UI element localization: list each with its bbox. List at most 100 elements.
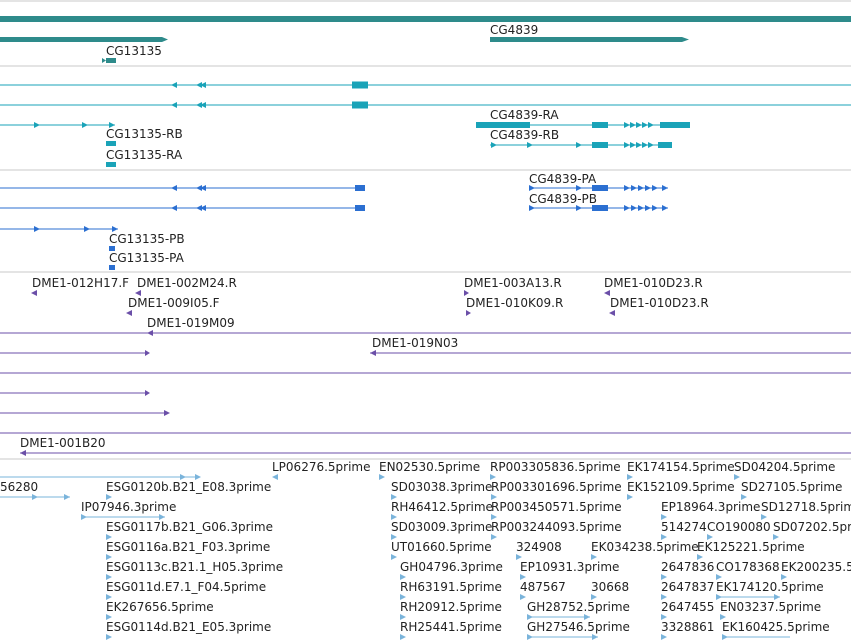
est-label[interactable]: RP003301696.5prime bbox=[491, 480, 622, 494]
exon-block[interactable] bbox=[352, 81, 368, 89]
est-label[interactable]: GH28752.5prime bbox=[527, 600, 630, 614]
exon-arrow-icon bbox=[112, 226, 118, 232]
est-label[interactable]: EK174120.5prime bbox=[716, 580, 824, 594]
est-label[interactable]: ESG011d.E7.1_F04.5prime bbox=[106, 580, 266, 594]
est-label[interactable]: GH27546.5prime bbox=[527, 620, 630, 634]
exon-block[interactable] bbox=[109, 246, 115, 251]
est-label[interactable]: GH04796.3prime bbox=[400, 560, 503, 574]
est-label[interactable]: RH46412.5prime bbox=[391, 500, 493, 514]
clone-label[interactable]: DME1-010D23.R bbox=[604, 276, 703, 290]
est-label[interactable]: ESG0117b.B21_G06.3prime bbox=[106, 520, 273, 534]
est-label[interactable]: EK200235.5prime bbox=[781, 560, 851, 574]
est-label[interactable]: SD07202.5prime bbox=[773, 520, 851, 534]
gene-cg13135-exon[interactable] bbox=[106, 58, 116, 63]
transcript-label[interactable]: CG13135-PB bbox=[109, 232, 185, 246]
est-label[interactable]: EN02530.5prime bbox=[379, 460, 480, 474]
est-label[interactable]: EK152109.5prime bbox=[627, 480, 735, 494]
est-label[interactable]: EK125221.5prime bbox=[697, 540, 805, 554]
exon-arrow-icon bbox=[624, 142, 630, 148]
exon-block[interactable] bbox=[592, 122, 608, 128]
gene-label[interactable]: CG4839 bbox=[490, 23, 538, 37]
est-label[interactable]: SD03009.3prime bbox=[391, 520, 492, 534]
est-label[interactable]: 56280 bbox=[0, 480, 38, 494]
exon-arrow-icon bbox=[631, 205, 637, 211]
transcript-label[interactable]: CG4839-PB bbox=[529, 192, 597, 206]
est-label[interactable]: ESG0114d.B21_E05.3prime bbox=[106, 620, 271, 634]
est-label[interactable]: UT01660.5prime bbox=[391, 540, 492, 554]
exon-block[interactable] bbox=[352, 101, 368, 109]
est-arrow-icon bbox=[106, 534, 112, 540]
est-label[interactable]: EK267656.5prime bbox=[106, 600, 214, 614]
est-label[interactable]: CO178368 bbox=[716, 560, 780, 574]
est-label[interactable]: 30668 bbox=[591, 580, 629, 594]
exon-block[interactable] bbox=[355, 205, 365, 211]
est-label[interactable]: 3328861 bbox=[661, 620, 714, 634]
gene-span-bar[interactable] bbox=[0, 16, 851, 22]
clone-end-icon bbox=[609, 310, 615, 316]
est-label[interactable]: 514274 bbox=[661, 520, 707, 534]
exon-block[interactable] bbox=[592, 185, 608, 191]
clone-label[interactable]: DME1-002M24.R bbox=[137, 276, 237, 290]
est-label[interactable]: SD27105.5prime bbox=[741, 480, 842, 494]
exon-block[interactable] bbox=[106, 141, 116, 146]
exon-block[interactable] bbox=[476, 122, 530, 128]
est-label[interactable]: RP003244093.5prime bbox=[491, 520, 622, 534]
est-label[interactable]: 2647455 bbox=[661, 600, 714, 614]
est-label[interactable]: 324908 bbox=[516, 540, 562, 554]
est-label[interactable]: 2647837 bbox=[661, 580, 714, 594]
exon-block[interactable] bbox=[592, 142, 608, 148]
exon-block[interactable] bbox=[658, 142, 672, 148]
exon-block[interactable] bbox=[592, 205, 608, 211]
est-label[interactable]: RP003450571.5prime bbox=[491, 500, 622, 514]
est-label[interactable]: EK160425.5prime bbox=[722, 620, 830, 634]
est-label[interactable]: EK174154.5prime bbox=[627, 460, 735, 474]
transcript-label[interactable]: CG4839-RB bbox=[490, 128, 559, 142]
clone-label[interactable]: DME1-003A13.R bbox=[464, 276, 562, 290]
exon-block[interactable] bbox=[109, 265, 115, 270]
gene-label[interactable]: CG13135 bbox=[106, 44, 162, 58]
clone-label[interactable]: DME1-010D23.R bbox=[610, 296, 709, 310]
est-label[interactable]: ESG0120b.B21_E08.3prime bbox=[106, 480, 271, 494]
est-label[interactable]: RH20912.5prime bbox=[400, 600, 502, 614]
est-arrow-icon bbox=[491, 534, 497, 540]
est-label[interactable]: RH63191.5prime bbox=[400, 580, 502, 594]
clone-end-icon bbox=[604, 290, 610, 296]
est-label[interactable]: EP18964.3prime bbox=[661, 500, 760, 514]
est-arrow-icon bbox=[106, 494, 112, 500]
est-label[interactable]: CO190080 bbox=[707, 520, 771, 534]
est-label[interactable]: RP003305836.5prime bbox=[490, 460, 621, 474]
transcript-label[interactable]: CG13135-PA bbox=[109, 251, 185, 265]
est-label[interactable]: SD04204.5prime bbox=[734, 460, 835, 474]
clone-label[interactable]: DME1-010K09.R bbox=[466, 296, 563, 310]
est-arrow-icon bbox=[490, 474, 496, 480]
est-arrow-icon bbox=[400, 634, 406, 640]
transcript-label[interactable]: CG4839-PA bbox=[529, 172, 597, 186]
est-arrow-icon bbox=[272, 474, 278, 480]
est-label[interactable]: EN03237.5prime bbox=[720, 600, 821, 614]
exon-block[interactable] bbox=[355, 185, 365, 191]
transcript-label[interactable]: CG13135-RB bbox=[106, 127, 183, 141]
est-label[interactable]: EK034238.5prime bbox=[591, 540, 699, 554]
transcript-label[interactable]: CG13135-RA bbox=[106, 148, 183, 162]
transcript-label[interactable]: CG4839-RA bbox=[490, 108, 559, 122]
clone-label[interactable]: DME1-001B20 bbox=[20, 436, 106, 450]
est-label[interactable]: EP10931.3prime bbox=[520, 560, 619, 574]
est-label[interactable]: SD12718.5prime bbox=[761, 500, 851, 514]
clone-label[interactable]: DME1-019N03 bbox=[372, 336, 458, 350]
exon-block[interactable] bbox=[660, 122, 690, 128]
est-label[interactable]: SD03038.3prime bbox=[391, 480, 492, 494]
est-label[interactable]: RH25441.5prime bbox=[400, 620, 502, 634]
est-label[interactable]: LP06276.5prime bbox=[272, 460, 371, 474]
gene-cg4839-bar[interactable] bbox=[490, 37, 682, 42]
est-label[interactable]: ESG0113c.B21.1_H05.3prime bbox=[106, 560, 283, 574]
est-label[interactable]: 487567 bbox=[520, 580, 566, 594]
clone-label[interactable]: DME1-009I05.F bbox=[128, 296, 220, 310]
clone-label[interactable]: DME1-019M09 bbox=[147, 316, 235, 330]
est-arrow-icon bbox=[520, 594, 526, 600]
clone-label[interactable]: DME1-012H17.F bbox=[32, 276, 129, 290]
gene-cg13135-bar[interactable] bbox=[0, 37, 162, 42]
est-label[interactable]: 2647836 bbox=[661, 560, 714, 574]
est-label[interactable]: ESG0116a.B21_F03.3prime bbox=[106, 540, 270, 554]
est-label[interactable]: IP07946.3prime bbox=[81, 500, 176, 514]
exon-block[interactable] bbox=[106, 162, 116, 167]
